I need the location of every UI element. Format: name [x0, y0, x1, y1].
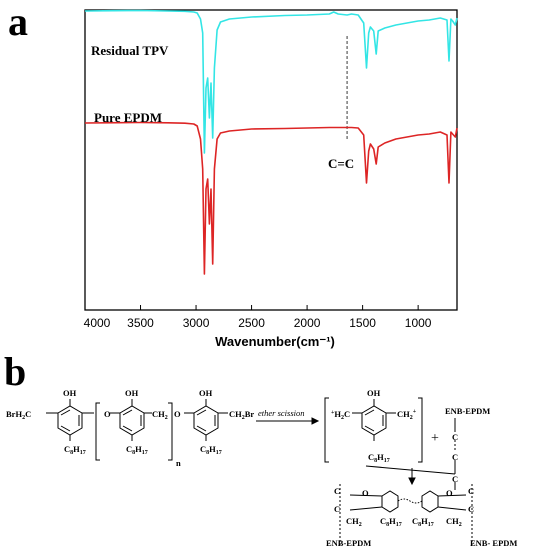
series-layer [84, 9, 458, 275]
plus-sign: + [431, 431, 439, 446]
x-tick-label-2000: 2000 [294, 316, 321, 330]
oh-label-3: OH [199, 388, 213, 398]
c8h17-label-2: C [126, 444, 132, 454]
h2c-cation-group: H [334, 409, 341, 419]
c8h17-label-6: C [412, 516, 418, 526]
brh2c-group: BrH [6, 409, 22, 419]
phenol-ring-3 [184, 399, 228, 441]
cc-annotation: C=C [328, 156, 354, 171]
x-tick-label-1000: 1000 [405, 316, 432, 330]
svg-text:+H2C: +H2C [331, 409, 350, 421]
c-product-1: C [334, 486, 340, 496]
reaction-scheme [46, 397, 473, 545]
ether-scission-label: ether scission [258, 408, 305, 418]
svg-text:C8H17: C8H17 [64, 444, 86, 456]
c8h17-label-3: C [200, 444, 206, 454]
c-label-2: C [452, 452, 458, 462]
c-product-3: C [468, 486, 474, 496]
phenol-ring-4 [352, 399, 396, 441]
phenol-ring-1 [46, 399, 94, 441]
legend-residual-tpv: Residual TPV [91, 43, 169, 58]
svg-text:CH2+: CH2+ [397, 409, 417, 421]
svg-text:CH2: CH2 [446, 516, 462, 528]
c8h17-label-1: C [64, 444, 70, 454]
oh-label-2: OH [125, 388, 139, 398]
c-product-4: C [468, 504, 474, 514]
svg-text:C8H17: C8H17 [368, 452, 390, 464]
x-axis-ticks: 4000 3500 3000 2500 2000 1500 1000 [84, 305, 432, 330]
scheme-labels: BrH2C OH C8H17 O OH C8H17 CH2 O n OH C8H… [6, 388, 517, 548]
enb-epdm-bottom-left: ENB-EPDM [326, 538, 371, 548]
series-line-residual-tpv [84, 9, 458, 154]
o-label-1: O [104, 409, 111, 419]
x-tick-label-1500: 1500 [349, 316, 376, 330]
svg-text:BrH2C: BrH2C [6, 409, 31, 421]
svg-text:CH2: CH2 [346, 516, 362, 528]
oh-label-4: OH [367, 388, 381, 398]
phenol-ring-2 [110, 399, 152, 441]
product-chroman [339, 484, 473, 545]
c8h17-label-4: C [368, 452, 374, 462]
c-label-3: C [452, 474, 458, 484]
n-subscript: n [176, 458, 181, 468]
x-tick-label-3500: 3500 [127, 316, 154, 330]
enb-epdm-bottom-right: ENB- EPDM [470, 538, 517, 548]
x-axis-label: Wavenumber(cm⁻¹) [215, 334, 335, 349]
legend-pure-epdm: Pure EPDM [94, 110, 162, 125]
svg-text:C8H17: C8H17 [200, 444, 222, 456]
o-product-1: O [362, 488, 369, 498]
svg-text:CH2Br: CH2Br [229, 409, 254, 421]
plot-frame [84, 9, 458, 311]
c-product-2: C [334, 504, 340, 514]
panel-b-label: b [4, 349, 27, 394]
svg-text:CH2: CH2 [152, 409, 168, 421]
c-label-1: C [452, 432, 458, 442]
panel-a-label: a [8, 0, 28, 44]
svg-text:C8H17: C8H17 [380, 516, 402, 528]
svg-text:C8H17: C8H17 [412, 516, 434, 528]
oh-label-1: OH [63, 388, 77, 398]
ch2br-group: CH [229, 409, 242, 419]
o-product-2: O [446, 488, 453, 498]
o-label-2: O [174, 409, 181, 419]
x-tick-label-4000: 4000 [84, 316, 111, 330]
series-line-pure-epdm [84, 121, 458, 275]
c8h17-label-5: C [380, 516, 386, 526]
x-tick-label-3000: 3000 [183, 316, 210, 330]
enb-epdm-top: ENB-EPDM [445, 406, 490, 416]
x-tick-label-2500: 2500 [238, 316, 265, 330]
svg-text:C8H17: C8H17 [126, 444, 148, 456]
